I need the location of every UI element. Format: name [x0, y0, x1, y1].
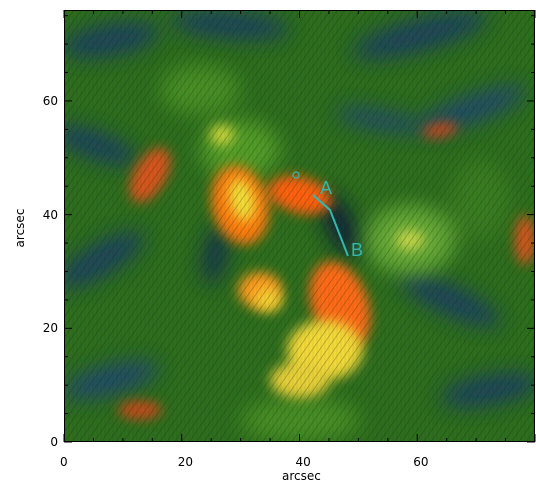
x-tick-label: 40 [295, 455, 311, 469]
x-axis-label: arcsec [282, 469, 321, 483]
marker-point [292, 171, 300, 179]
x-tick-label: 20 [177, 455, 194, 469]
y-tick-label: 0 [50, 435, 58, 449]
annotation-a: A [320, 178, 332, 198]
x-tick-label: 0 [60, 455, 68, 469]
y-tick-label: 40 [42, 207, 58, 222]
x-tick-label: 60 [413, 455, 429, 469]
y-tick-label: 60 [42, 93, 58, 108]
y-tick-label: 20 [42, 321, 58, 336]
marker-line [312, 194, 349, 257]
annotation-b: B [351, 240, 363, 260]
image-content [64, 10, 535, 442]
y-axis-label: arcsec [13, 208, 27, 248]
